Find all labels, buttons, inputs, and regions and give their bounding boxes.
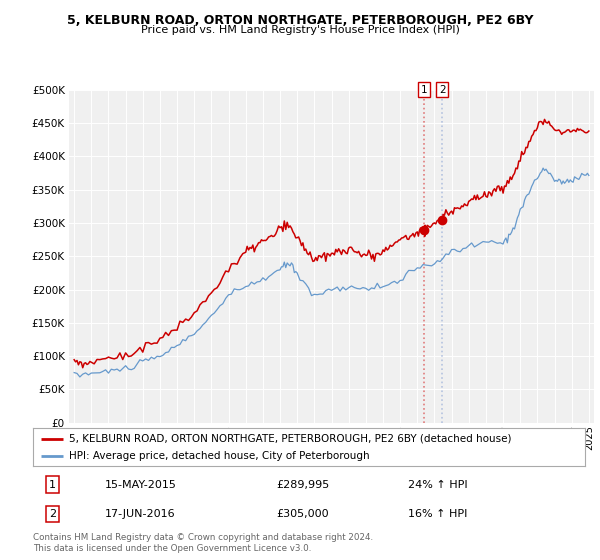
Text: HPI: Average price, detached house, City of Peterborough: HPI: Average price, detached house, City…	[69, 451, 370, 461]
Text: Price paid vs. HM Land Registry's House Price Index (HPI): Price paid vs. HM Land Registry's House …	[140, 25, 460, 35]
Text: 15-MAY-2015: 15-MAY-2015	[105, 479, 176, 489]
Text: 2: 2	[439, 85, 446, 95]
Text: 1: 1	[49, 479, 56, 489]
Text: £289,995: £289,995	[276, 479, 329, 489]
Text: 1: 1	[421, 85, 427, 95]
Text: 2: 2	[49, 509, 56, 519]
Text: 24% ↑ HPI: 24% ↑ HPI	[409, 479, 468, 489]
Text: 16% ↑ HPI: 16% ↑ HPI	[409, 509, 468, 519]
Text: 17-JUN-2016: 17-JUN-2016	[105, 509, 175, 519]
Text: £305,000: £305,000	[276, 509, 329, 519]
Text: 5, KELBURN ROAD, ORTON NORTHGATE, PETERBOROUGH, PE2 6BY: 5, KELBURN ROAD, ORTON NORTHGATE, PETERB…	[67, 14, 533, 27]
Text: 5, KELBURN ROAD, ORTON NORTHGATE, PETERBOROUGH, PE2 6BY (detached house): 5, KELBURN ROAD, ORTON NORTHGATE, PETERB…	[69, 433, 511, 444]
Text: Contains HM Land Registry data © Crown copyright and database right 2024.
This d: Contains HM Land Registry data © Crown c…	[33, 533, 373, 553]
